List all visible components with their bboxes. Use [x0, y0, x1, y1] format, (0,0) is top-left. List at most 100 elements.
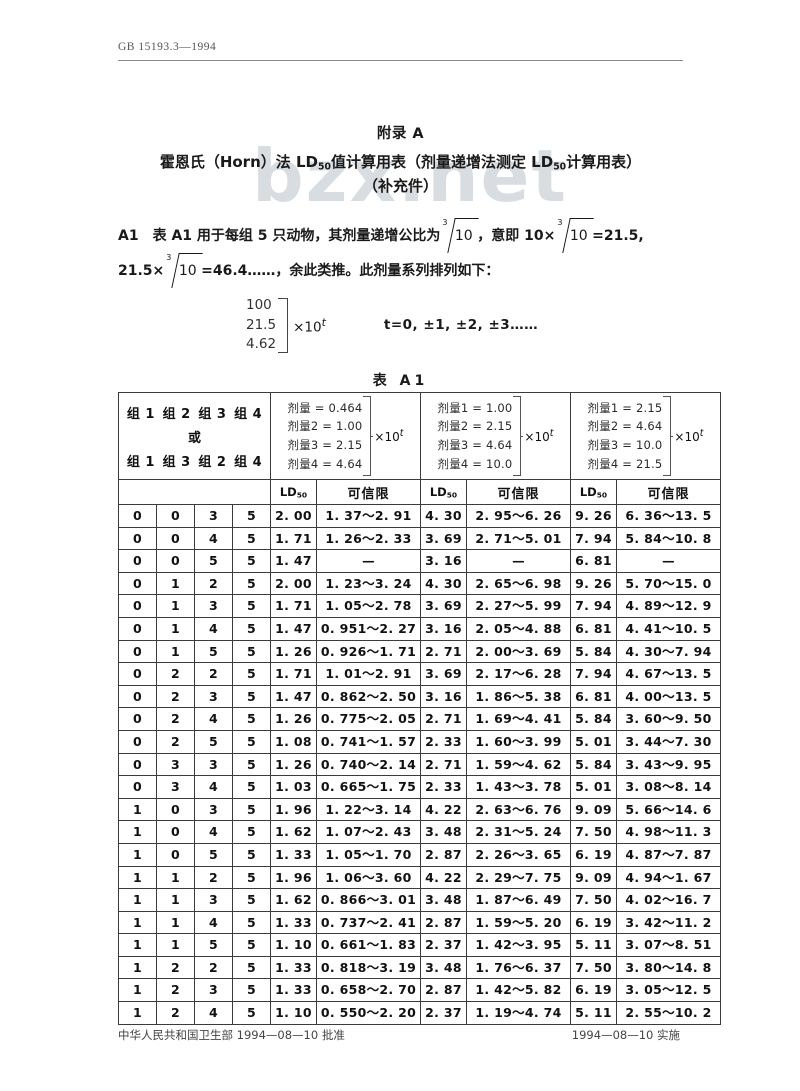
group-2-value: 1 [156, 639, 195, 664]
table-row: 0 1 2 5 2. 00 1. 23～3. 24 4. 30 2. 65～6. 98 9. 2… [118, 571, 721, 596]
ld50-value-block-3: 9. 26 [570, 571, 617, 596]
group-1-value: 1 [118, 955, 157, 980]
dose-line: 剂量3 = 2.15 [287, 438, 363, 452]
limits-value-block-1: 0. 550～2. 20 [316, 1001, 421, 1025]
group-3-value: 4 [194, 1001, 233, 1025]
group-3-value: 2 [194, 571, 233, 596]
ld50-value-block-2: 3. 69 [420, 594, 467, 618]
table-row: 0 0 4 5 1. 71 1. 26～2. 33 3. 69 2. 71～5. 01 7. 9… [118, 526, 721, 551]
group-1-value: 0 [118, 752, 157, 777]
brace-icon [278, 298, 289, 353]
group-or-label: 或 [187, 430, 201, 446]
group-2-value: 0 [156, 549, 195, 573]
ld50-value-block-3: 7. 50 [570, 820, 617, 844]
limits-value-block-2: 1. 86～5. 38 [466, 684, 571, 709]
dose-block-header-2: 剂量1 = 1.00 剂量2 = 2.15 剂量3 = 4.64 剂量4 = 1… [420, 392, 571, 480]
group-1-value: 1 [118, 933, 157, 957]
multiplier-text: ×10 [374, 430, 400, 444]
footer-implementation: 1994—08—10 实施 [571, 1028, 680, 1042]
group-3-value: 5 [194, 933, 233, 957]
limits-value-block-1: 1. 07～2. 43 [316, 820, 421, 844]
ld50-value-block-2: 2. 37 [420, 1001, 467, 1025]
limits-value-block-1: 0. 658～2. 70 [316, 978, 421, 1003]
ld50-value-block-1: 1. 71 [270, 594, 317, 618]
ld50-subscript: 50 [596, 490, 608, 500]
limits-value-block-1: 0. 926～1. 71 [316, 639, 421, 664]
ld50-value-block-3: 6. 81 [570, 616, 617, 641]
group-1-value: 0 [118, 504, 157, 528]
ld50-value-block-1: 1. 26 [270, 707, 317, 731]
paragraph-text-1: 表 A1 用于每组 5 只动物，其剂量递增公比为 [152, 228, 441, 244]
table-row: 0 3 3 5 1. 26 0. 740～2. 14 2. 71 1. 59～4. 62 5. … [118, 752, 721, 777]
dose-series-values: 100 21.5 4.62 [246, 296, 276, 355]
ld50-value-block-1: 1. 33 [270, 910, 317, 935]
limits-value-block-2: 1. 60～3. 99 [466, 729, 571, 754]
limits-label: 可信限 [497, 486, 540, 502]
group-2-value: 1 [156, 616, 195, 641]
group-4-value: 5 [232, 820, 271, 844]
limits-value-block-3: 4. 98～11. 3 [616, 820, 721, 844]
group-3-value: 4 [194, 707, 233, 731]
radicand: 10 [570, 228, 589, 244]
ld50-value-block-1: 1. 71 [270, 526, 317, 551]
limits-value-block-1: 0. 866～3. 01 [316, 888, 421, 912]
group-3-value: 3 [194, 752, 233, 777]
limits-value-block-2: 2. 26～3. 65 [466, 842, 571, 867]
ld50-value-block-1: 1. 96 [270, 865, 317, 890]
limits-value-block-3: 4. 67～13. 5 [616, 662, 721, 686]
table-header-row-groups: 组 1 组 2 组 3 组 4 或 组 1 组 3 组 2 组 4 [118, 392, 721, 480]
group-2-value: 1 [156, 910, 195, 935]
limits-value-block-3: 5. 84～10. 8 [616, 526, 721, 551]
limits-value-block-2: 2. 31～5. 24 [466, 820, 571, 844]
ld50-value-block-1: 1. 08 [270, 729, 317, 754]
table-row: 0 1 4 5 1. 47 0. 951～2. 27 3. 16 2. 05～4. 88 6. … [118, 616, 721, 641]
radical-index: 3 [442, 218, 448, 227]
limits-value-block-2: — [466, 549, 571, 573]
group-3-value: 4 [194, 616, 233, 641]
group-3-value: 5 [194, 549, 233, 573]
limits-value-block-3: 4. 89～12. 9 [616, 594, 721, 618]
group-3-value: 3 [194, 504, 233, 528]
supplement-label: （补充件） [362, 177, 438, 196]
dose-list: 剂量1 = 1.00 剂量2 = 2.15 剂量3 = 4.64 剂量4 = 1… [438, 399, 513, 474]
ld50-value-block-3: 6. 19 [570, 978, 617, 1003]
ld50-value-block-1: 1. 10 [270, 933, 317, 957]
group-label: 组 2 [162, 406, 191, 422]
table-row: 0 2 3 5 1. 47 0. 862～2. 50 3. 16 1. 86～5. 38 6. … [118, 684, 721, 709]
ld50-subscript: 50 [296, 490, 308, 500]
ld50-value-block-3: 7. 50 [570, 888, 617, 912]
ld50-value-block-1: 1. 71 [270, 662, 317, 686]
ld50-value-block-1: 1. 26 [270, 752, 317, 777]
group-1-value: 1 [118, 865, 157, 890]
limits-value-block-3: 3. 42～11. 2 [616, 910, 721, 935]
ld50-value-block-3: 5. 11 [570, 933, 617, 957]
table-row: 0 3 4 5 1. 03 0. 665～1. 75 2. 33 1. 43～3. 78 5. … [118, 775, 721, 799]
ld50-value-block-1: 2. 00 [270, 504, 317, 528]
group-2-value: 1 [156, 888, 195, 912]
limits-value-block-3: 5. 66～14. 6 [616, 797, 721, 822]
title-part-1: 霍恩氏（Horn）法 LD [159, 153, 318, 171]
limits-value-block-3: 4. 00～13. 5 [616, 684, 721, 709]
dose-multiplier: ×10t [524, 428, 553, 444]
ld50-value-block-3: 7. 94 [570, 526, 617, 551]
exponent-text: t [699, 428, 704, 439]
group-1-value: 1 [118, 888, 157, 912]
group-4-value: 5 [232, 842, 271, 867]
group-1-value: 0 [118, 549, 157, 573]
ld50-value-block-2: 2. 87 [420, 842, 467, 867]
table-row: 0 2 4 5 1. 26 0. 775～2. 05 2. 71 1. 69～4. 41 5. … [118, 707, 721, 731]
limits-label: 可信限 [347, 486, 390, 502]
ld50-value-block-2: 3. 69 [420, 662, 467, 686]
limits-value-block-1: 0. 740～2. 14 [316, 752, 421, 777]
group-4-value: 5 [232, 707, 271, 731]
ld50-value-block-2: 2. 33 [420, 775, 467, 799]
ld50-value-block-3: 6. 81 [570, 684, 617, 709]
limits-value-block-1: — [316, 549, 421, 573]
ld50-value-block-3: 9. 09 [570, 865, 617, 890]
ld50-value-block-2: 2. 87 [420, 910, 467, 935]
group-4-value: 5 [232, 594, 271, 618]
group-2-value: 3 [156, 775, 195, 799]
dose-line: 剂量2 = 1.00 [287, 419, 363, 434]
group-1-value: 0 [118, 594, 157, 618]
limits-value-block-3: 3. 44～7. 30 [616, 729, 721, 754]
